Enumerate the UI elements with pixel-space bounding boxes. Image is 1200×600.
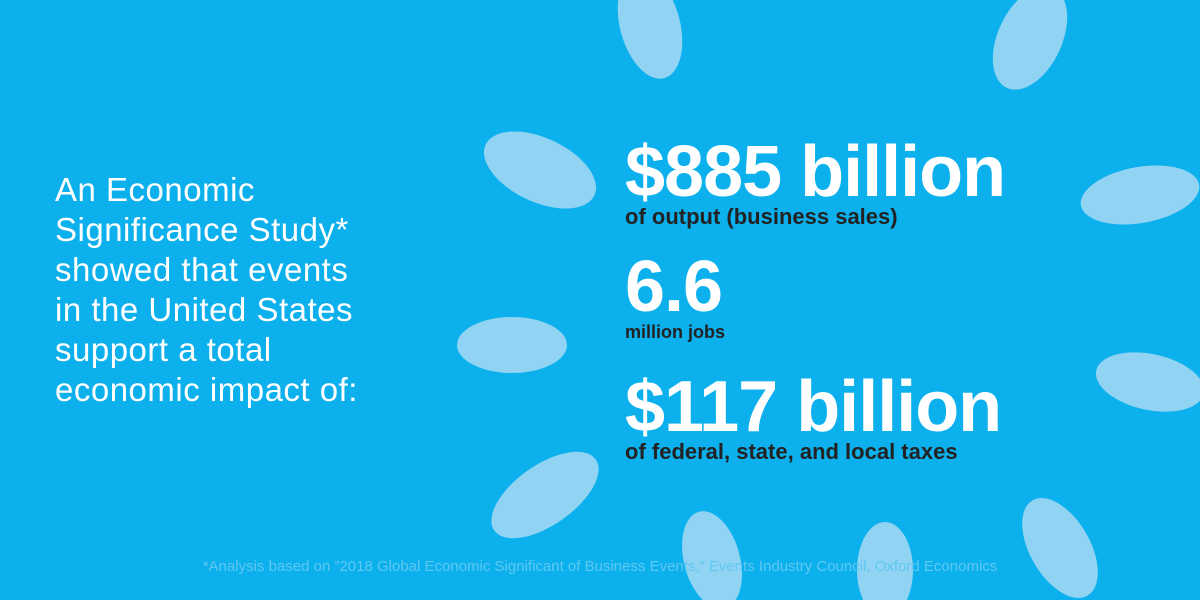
stat-value: 6.6 [625, 247, 723, 327]
stat: $885 billion of output (business sales) [625, 132, 1006, 230]
brush-stroke [457, 317, 567, 373]
intro-line: Significance Study* [55, 211, 349, 248]
intro-line: support a total [55, 331, 272, 368]
intro-line: in the United States [55, 291, 354, 328]
brush-stroke [483, 131, 597, 209]
brush-stroke [682, 511, 742, 600]
stat: $117 billion of federal, state, and loca… [625, 367, 1002, 465]
brush-stroke [617, 0, 683, 79]
brush-stroke [1080, 165, 1200, 225]
brush-stroke [1022, 498, 1098, 598]
brush-stroke [992, 0, 1068, 90]
stat-value: $885 billion [625, 132, 1006, 212]
stat-description: of federal, state, and local taxes [625, 439, 958, 464]
footnote: *Analysis based on ”2018 Global Economic… [202, 558, 998, 575]
brush-stroke [491, 451, 599, 539]
brush-stroke [1095, 352, 1200, 412]
intro-line: economic impact of: [55, 371, 358, 408]
stat-value: $117 billion [625, 367, 1002, 447]
brush-stroke [857, 522, 913, 600]
intro-text: An Economic Significance Study* showed t… [55, 170, 358, 410]
stat-description: of output (business sales) [625, 204, 898, 229]
stat-description: million jobs [625, 322, 726, 342]
intro-line: showed that events [55, 251, 349, 288]
intro-line: An Economic [55, 171, 255, 208]
stat: 6.6 million jobs [625, 247, 726, 345]
